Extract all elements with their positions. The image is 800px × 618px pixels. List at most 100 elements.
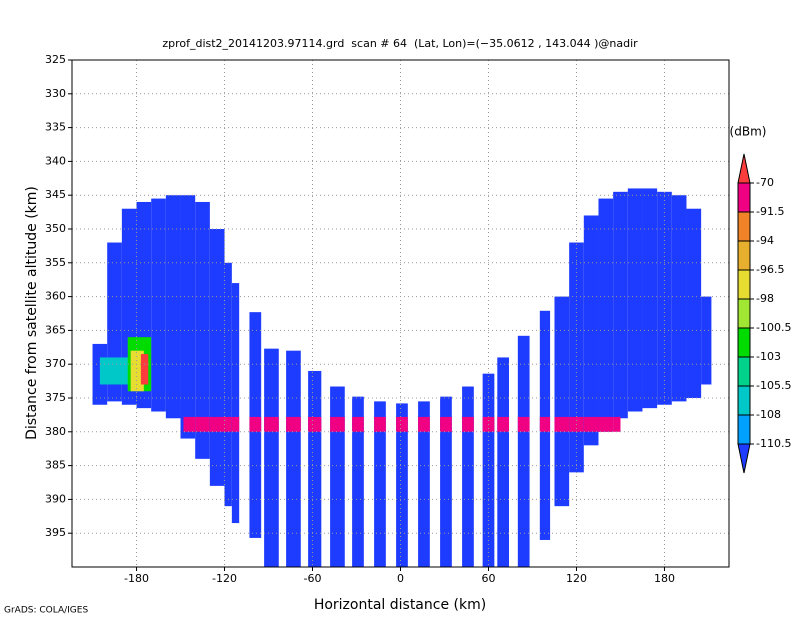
surface-echo [224, 416, 232, 432]
colorbar-segment [737, 153, 751, 184]
colorbar-segment [737, 356, 751, 387]
y-tick-label: 370 [45, 357, 66, 370]
surface-echo [183, 416, 196, 432]
echo-cell [99, 357, 130, 385]
surface-echo [554, 416, 570, 432]
beam [209, 229, 225, 486]
beam [671, 195, 687, 402]
x-axis-label: Horizontal distance (km) [314, 597, 486, 613]
surface-echo [396, 416, 408, 432]
colorbar-label: -98 [756, 292, 774, 305]
beam [440, 396, 452, 567]
surface-echo [517, 416, 530, 432]
chart-title: zprof_dist2_20141203.97114.grd scan # 64… [162, 37, 638, 50]
colorbar-label: -70 [756, 176, 774, 189]
beam [180, 195, 196, 439]
plot-frame [71, 59, 730, 568]
colorbar-label: -103 [756, 350, 781, 363]
surface-echo [539, 416, 551, 432]
beam [569, 242, 584, 473]
beam [627, 188, 643, 412]
surface-echo [613, 416, 621, 432]
y-tick-label: 375 [45, 391, 66, 404]
surface-echo [598, 416, 614, 432]
beam [224, 262, 232, 507]
beam [686, 208, 702, 398]
surface-echo [249, 416, 262, 432]
y-tick-label: 390 [45, 492, 66, 505]
surface-echo [418, 416, 430, 432]
beam [231, 283, 240, 524]
x-tick-label: -60 [304, 572, 322, 585]
x-tick-label: 180 [654, 572, 675, 585]
y-tick-label: 365 [45, 323, 66, 336]
surface-echo [462, 416, 474, 432]
surface-echo [352, 416, 364, 432]
surface-echo [440, 416, 452, 432]
colorbar-label: -91.5 [756, 205, 784, 218]
y-tick-label: 355 [45, 256, 66, 269]
echo-cell [140, 354, 149, 385]
surface-echo [231, 416, 240, 432]
surface-echo [308, 416, 322, 432]
beam [554, 296, 570, 507]
beam [613, 191, 628, 419]
colorbar-segment [737, 443, 751, 474]
x-tick-label: 0 [397, 572, 404, 585]
beam [462, 386, 474, 567]
y-tick-label: 385 [45, 459, 66, 472]
beam [308, 370, 322, 567]
colorbar-label: -105.5 [756, 379, 791, 392]
surface-echo [286, 416, 301, 432]
colorbar-segment [737, 298, 751, 329]
surface-echo [497, 416, 510, 432]
surface-echo [264, 416, 279, 432]
y-tick-label: 350 [45, 222, 66, 235]
beam [352, 396, 364, 567]
beam [286, 350, 301, 567]
y-tick-label: 330 [45, 87, 66, 100]
beam [264, 348, 279, 567]
y-tick-label: 395 [45, 526, 66, 539]
surface-echo [583, 416, 599, 432]
y-tick-label: 325 [45, 53, 66, 66]
colorbar-segment [737, 414, 751, 445]
surface-echo [330, 416, 345, 432]
surface-echo [374, 416, 386, 432]
y-tick-label: 340 [45, 154, 66, 167]
colorbar-segment [737, 182, 751, 213]
colorbar-segment [737, 240, 751, 271]
beam [165, 195, 181, 419]
beam [374, 401, 386, 567]
beam [418, 401, 430, 567]
beam [642, 188, 658, 409]
credit: GrADS: COLA/IGES [4, 606, 88, 616]
beam [151, 198, 166, 412]
colorbar-label: -94 [756, 234, 774, 247]
y-axis-label: Distance from satellite altitude (km) [24, 186, 40, 440]
colorbar-label: (dBm) [730, 125, 767, 139]
colorbar-label: -100.5 [756, 321, 791, 334]
x-tick-label: 120 [566, 572, 587, 585]
beam [701, 296, 712, 385]
beam [497, 357, 510, 567]
beam [517, 335, 530, 567]
colorbar-segment [737, 385, 751, 416]
y-tick-label: 335 [45, 121, 66, 134]
echo-cell [130, 350, 144, 392]
beam [657, 191, 672, 405]
colorbar-label: -96.5 [756, 263, 784, 276]
beam [598, 198, 614, 432]
beam [396, 403, 408, 567]
surface-echo [195, 416, 210, 432]
beam [195, 201, 210, 459]
colorbar-label: -108 [756, 408, 781, 421]
colorbar-segment [737, 211, 751, 242]
beam [482, 373, 495, 567]
colorbar-label: -110.5 [756, 437, 791, 450]
colorbar-segment [737, 327, 751, 358]
surface-echo [209, 416, 225, 432]
y-tick-label: 380 [45, 425, 66, 438]
colorbar-segment [737, 269, 751, 300]
